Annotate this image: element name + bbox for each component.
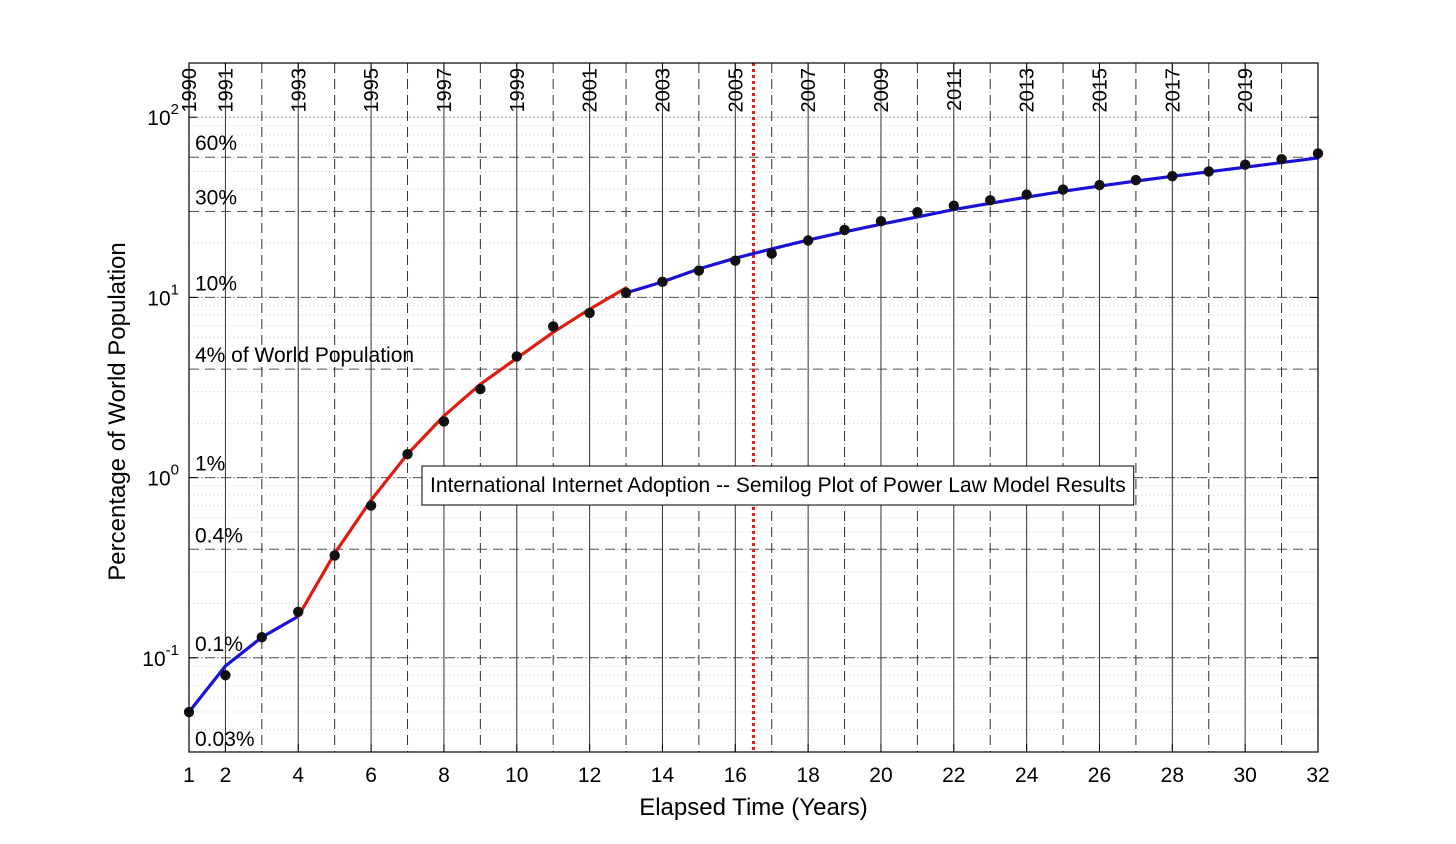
year-label: 2007 bbox=[798, 68, 820, 113]
data-point bbox=[584, 307, 595, 319]
data-point bbox=[438, 416, 450, 427]
year-label: 1990 bbox=[179, 68, 201, 113]
reference-label: 30% bbox=[195, 186, 237, 209]
x-tick-label: 26 bbox=[1088, 764, 1111, 787]
reference-label: 10% bbox=[195, 272, 237, 295]
y-tick-label: 101 bbox=[147, 281, 179, 310]
year-label: 2015 bbox=[1089, 68, 1111, 113]
data-point bbox=[875, 215, 887, 227]
x-tick-label: 32 bbox=[1306, 764, 1329, 787]
year-label: 2019 bbox=[1235, 68, 1257, 113]
year-label: 1999 bbox=[507, 68, 529, 113]
data-point bbox=[1167, 170, 1178, 182]
data-point bbox=[329, 550, 340, 561]
data-point bbox=[985, 195, 996, 206]
data-point bbox=[511, 351, 522, 362]
reference-label: 1% bbox=[195, 453, 225, 476]
data-point bbox=[1203, 166, 1214, 177]
axis-ticks: 1 2 4 6 8 10 12 14 16 18 20 22 24 26 28 30 3210-11001011… bbox=[142, 63, 1330, 787]
x-tick-label: 16 bbox=[724, 764, 747, 787]
data-point bbox=[1130, 174, 1142, 186]
x-tick-label: 30 bbox=[1233, 764, 1256, 787]
data-point bbox=[948, 200, 960, 211]
data-point bbox=[293, 606, 304, 617]
x-tick-label: 28 bbox=[1161, 764, 1184, 787]
x-tick-label: 18 bbox=[796, 764, 819, 787]
data-point bbox=[912, 207, 923, 218]
reference-label: 0.03% bbox=[195, 728, 255, 751]
title-box bbox=[421, 465, 1135, 506]
data-point bbox=[1239, 159, 1251, 170]
x-tick-label: 4 bbox=[292, 764, 304, 787]
plot-frame bbox=[188, 62, 1319, 753]
data-point bbox=[657, 276, 668, 288]
chart-title: International Internet Adoption -- Semil… bbox=[430, 474, 1126, 497]
year-label: 2017 bbox=[1162, 68, 1184, 113]
data-point bbox=[547, 321, 559, 332]
year-label: 1995 bbox=[361, 68, 383, 113]
series-lines bbox=[187, 156, 1320, 714]
y-axis-label: Percentage of World Population bbox=[104, 242, 131, 580]
data-point bbox=[1094, 179, 1105, 191]
reference-label: 4% of World Population bbox=[195, 344, 414, 367]
y-tick-label: 100 bbox=[147, 462, 179, 491]
reference-label: 0.4% bbox=[195, 524, 243, 547]
year-label: 2013 bbox=[1017, 68, 1039, 113]
x-tick-label: 8 bbox=[438, 764, 450, 787]
year-label: 1997 bbox=[434, 68, 456, 113]
data-point bbox=[693, 265, 705, 276]
x-tick-label: 12 bbox=[578, 764, 601, 787]
data-point bbox=[1021, 189, 1032, 200]
year-label: 2005 bbox=[725, 68, 747, 113]
x-axis-label: Elapsed Time (Years) bbox=[639, 794, 868, 821]
chart-title-box: International Internet Adoption -- Semil… bbox=[421, 465, 1135, 506]
year-label: 1993 bbox=[288, 68, 310, 113]
data-point bbox=[475, 383, 486, 395]
data-point bbox=[730, 255, 741, 266]
data-point bbox=[766, 248, 777, 259]
data-point bbox=[802, 235, 814, 246]
year-label: 2001 bbox=[580, 68, 602, 113]
year-label: 2011 bbox=[944, 68, 966, 111]
y-tick-label: 10-1 bbox=[142, 642, 179, 671]
model-curve bbox=[624, 156, 1320, 295]
x-tick-label: 10 bbox=[505, 764, 528, 787]
annotation-labels: 1990 1991 1993 1995 1997 1999 2001 2003 2005 2007… bbox=[179, 68, 1257, 751]
x-tick-label: 1 bbox=[183, 764, 195, 787]
x-tick-label: 2 bbox=[220, 764, 232, 787]
year-label: 2009 bbox=[871, 68, 893, 113]
reference-label: 0.1% bbox=[195, 633, 243, 656]
x-tick-label: 24 bbox=[1015, 764, 1039, 787]
data-point bbox=[365, 500, 377, 511]
data-point bbox=[220, 670, 231, 681]
grid-lines bbox=[188, 63, 1319, 752]
data-point bbox=[1276, 153, 1287, 165]
data-markers bbox=[183, 148, 1324, 718]
x-tick-label: 14 bbox=[651, 764, 675, 787]
year-label: 1991 bbox=[215, 68, 237, 113]
x-tick-label: 22 bbox=[942, 764, 965, 787]
year-label: 2003 bbox=[652, 68, 674, 113]
reference-label: 60% bbox=[195, 132, 237, 155]
data-point bbox=[256, 632, 268, 643]
data-point bbox=[839, 224, 850, 236]
x-tick-label: 6 bbox=[365, 764, 377, 787]
data-point bbox=[402, 448, 413, 460]
data-point bbox=[1057, 184, 1069, 195]
data-point bbox=[620, 287, 632, 299]
x-tick-label: 20 bbox=[869, 764, 892, 787]
model-curve bbox=[187, 614, 300, 714]
y-tick-label: 102 bbox=[147, 101, 179, 130]
model-curve bbox=[296, 286, 628, 618]
